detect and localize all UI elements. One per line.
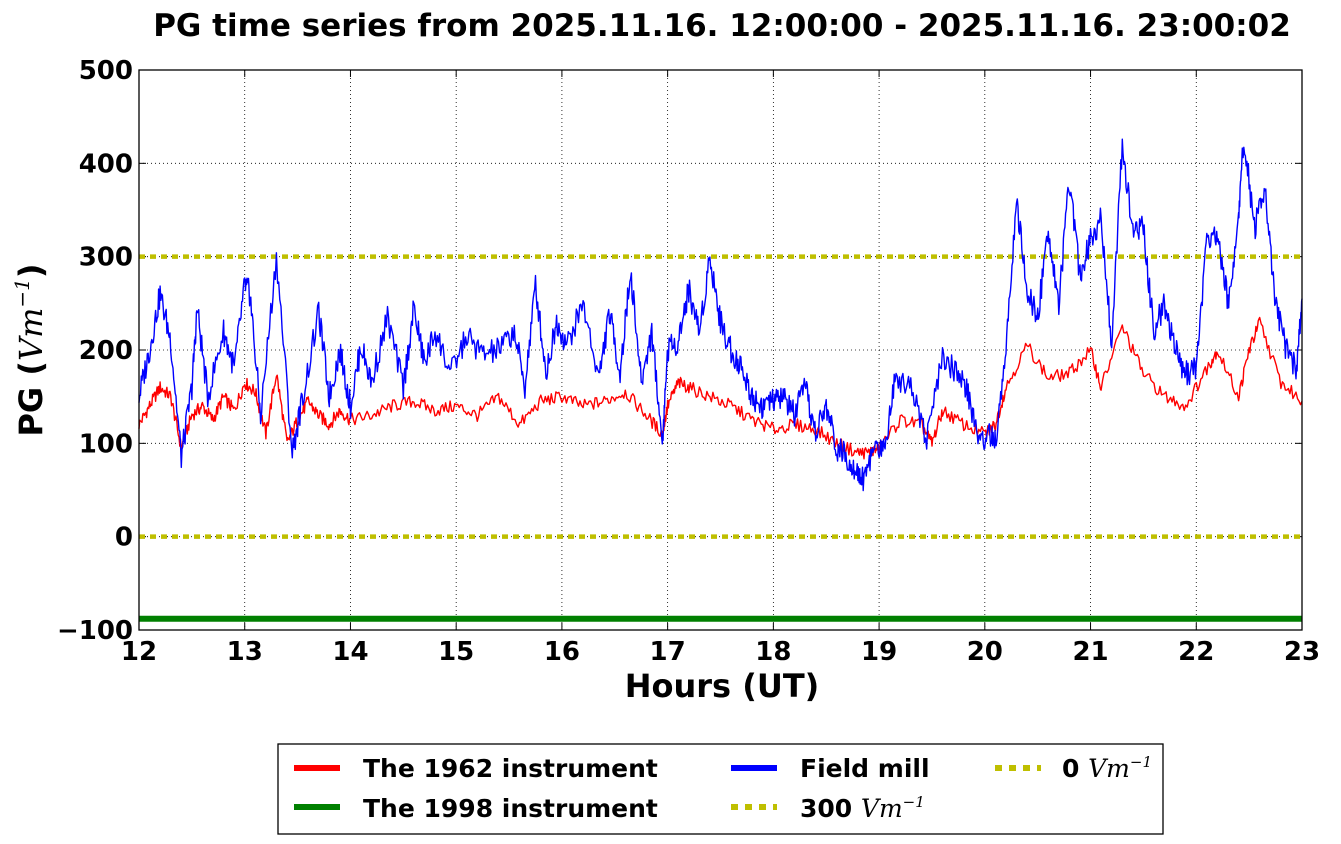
series-line-field-mill (138, 138, 1303, 492)
legend-label-0: 0 Vm−1 (1062, 753, 1152, 783)
x-tick-label: 23 (1284, 637, 1320, 667)
x-tick-label: 20 (967, 637, 1003, 667)
x-tick-label: 13 (227, 637, 263, 667)
x-tick-label: 16 (544, 637, 580, 667)
y-tick-label: 100 (79, 429, 133, 459)
y-tick-label: 500 (79, 56, 133, 86)
x-tick-label: 21 (1072, 637, 1108, 667)
series-line-the-1962-instrument (138, 316, 1303, 460)
y-tick-label: 300 (79, 243, 133, 273)
plot-frame (138, 69, 1303, 631)
y-axis-label: PG (Vm−1) (10, 263, 50, 436)
legend: The 1962 instrument The 1998 instrument … (277, 743, 1164, 835)
x-tick-label: 22 (1178, 637, 1214, 667)
chart-title: PG time series from 2025.11.16. 12:00:00… (153, 8, 1291, 44)
x-tick-label: 12 (121, 637, 157, 667)
legend-box (277, 743, 1164, 835)
legend-label-field-mill: Field mill (800, 754, 930, 783)
x-axis-label: Hours (UT) (625, 667, 820, 705)
y-tick-label: 0 (115, 523, 133, 553)
legend-label-300: 300 Vm−1 (800, 793, 925, 823)
legend-label-1998: The 1998 instrument (363, 794, 658, 823)
reference-lines (139, 254, 1302, 539)
y-tick-label: −100 (57, 616, 133, 646)
grid (138, 69, 1303, 631)
x-tick-label: 19 (861, 637, 897, 667)
x-tick-labels: 12 13 14 15 16 17 18 19 20 21 22 23 (121, 637, 1320, 667)
y-tick-label: 400 (79, 149, 133, 179)
series-lines (138, 138, 1303, 622)
x-tick-label: 18 (755, 637, 791, 667)
x-tick-label: 17 (650, 637, 686, 667)
x-tick-label: 14 (332, 637, 368, 667)
x-tick-label: 15 (438, 637, 474, 667)
legend-label-1962: The 1962 instrument (363, 754, 658, 783)
y-tick-labels: −100 0 100 200 300 400 500 (57, 56, 133, 646)
y-tick-label: 200 (79, 336, 133, 366)
